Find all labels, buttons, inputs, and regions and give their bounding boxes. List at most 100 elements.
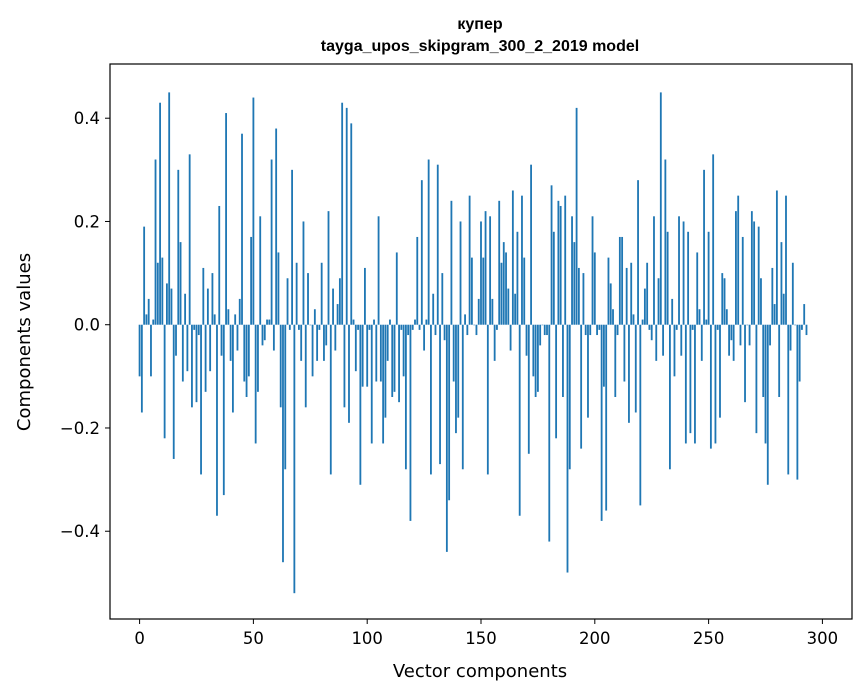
y-tick-label: −0.4 [60, 522, 100, 541]
bar [719, 324, 721, 418]
bar [175, 324, 177, 356]
bar [161, 257, 164, 325]
bar [582, 273, 585, 325]
bar [539, 324, 542, 346]
bar [564, 195, 567, 325]
bar [191, 324, 193, 408]
bar [591, 216, 594, 325]
bar [662, 324, 664, 356]
bar [181, 324, 184, 382]
bar [723, 278, 726, 325]
bar [316, 324, 319, 361]
bar [785, 195, 787, 325]
bar [443, 324, 446, 341]
bar [775, 190, 778, 325]
bar [571, 216, 573, 325]
bar [593, 252, 596, 325]
bar [270, 159, 273, 325]
bar [295, 262, 298, 325]
bar [188, 154, 191, 325]
bar [252, 97, 255, 325]
bar [653, 216, 655, 325]
bar [730, 324, 733, 341]
bar [197, 324, 200, 336]
bar [766, 324, 769, 485]
bar [461, 324, 464, 470]
bar [163, 324, 166, 439]
bar [416, 236, 419, 325]
bar [680, 324, 683, 356]
bar [468, 195, 471, 325]
bar [434, 324, 437, 336]
bar [530, 164, 532, 325]
bar [646, 262, 649, 325]
bar [634, 324, 637, 413]
bar [757, 226, 760, 325]
bar [691, 324, 694, 330]
bar [318, 324, 321, 330]
bar [448, 324, 451, 501]
bar [473, 324, 476, 326]
bar [659, 92, 662, 325]
bar [721, 273, 724, 325]
bar [425, 319, 428, 325]
bar [762, 324, 765, 397]
bar [641, 319, 644, 325]
bar [359, 324, 362, 485]
bar [156, 262, 159, 325]
bar [621, 236, 624, 325]
bar [254, 324, 257, 444]
bar [523, 257, 526, 325]
bar [457, 324, 460, 418]
bar [607, 257, 610, 325]
bar [225, 113, 227, 325]
bar [760, 278, 762, 325]
bar [534, 324, 537, 397]
bar [165, 283, 168, 325]
bar [557, 200, 560, 325]
bar [172, 324, 175, 459]
bar [288, 324, 291, 330]
bar [536, 324, 539, 392]
bar [247, 324, 250, 377]
bar [657, 278, 660, 325]
bar [286, 278, 289, 325]
bar [630, 262, 633, 325]
bar [400, 324, 403, 330]
bar [343, 324, 346, 408]
bar [309, 324, 312, 326]
bar [464, 314, 466, 325]
bar [345, 107, 348, 325]
bar [227, 309, 230, 325]
bar [222, 324, 225, 496]
bar [302, 221, 305, 325]
bar [773, 304, 776, 325]
bar [234, 314, 237, 325]
y-tick-label: −0.2 [60, 419, 100, 438]
y-axis: −0.4 −0.2 0.0 0.2 0.4 [60, 109, 110, 541]
bar [202, 267, 205, 325]
bar [769, 324, 771, 346]
bar [395, 252, 398, 325]
bar [489, 216, 492, 325]
bar [546, 324, 548, 336]
bar [200, 324, 202, 475]
bar [352, 319, 355, 325]
bar [655, 324, 658, 361]
bar [179, 242, 182, 325]
bar [268, 319, 271, 325]
bar [612, 309, 614, 325]
bar [193, 324, 196, 330]
bar [746, 324, 749, 326]
bar [475, 324, 478, 336]
bar [673, 324, 676, 377]
bar [671, 298, 674, 325]
bar [402, 324, 405, 377]
bar [259, 216, 262, 325]
bar [341, 102, 344, 325]
bar [791, 262, 794, 325]
bar [370, 324, 373, 444]
bar [420, 180, 423, 325]
bar [780, 242, 783, 325]
